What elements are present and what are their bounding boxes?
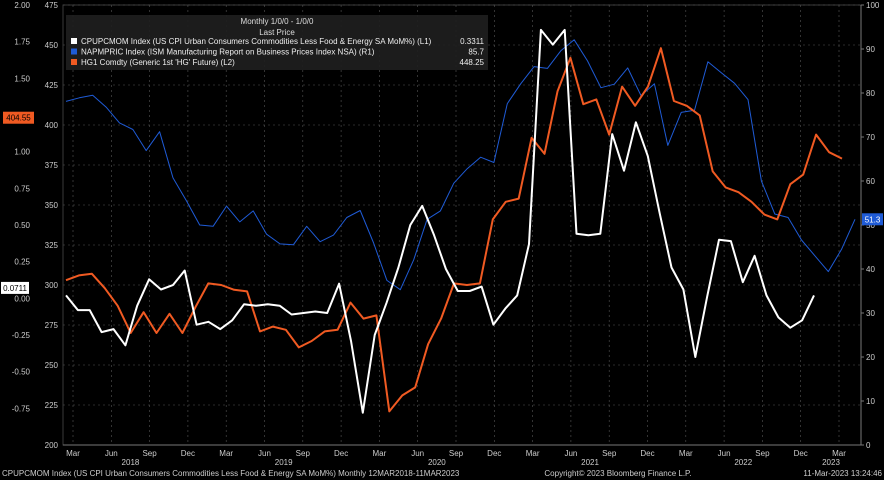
cpupcmom-line	[65, 28, 815, 414]
x-axis: Mar Jun Sep Dec Mar Jun Sep Dec Mar Jun Sep Dec Mar J…	[63, 444, 861, 467]
l1-tick-label: 2.00	[14, 1, 30, 10]
l2-tick-label: 225	[45, 401, 59, 410]
legend-last-value: 448.25	[460, 58, 485, 67]
x-tick-label: Jun	[718, 449, 731, 458]
l1-tick-label: -0.25	[12, 331, 31, 340]
legend-swatch	[71, 48, 77, 55]
r1-tick-label: 40	[866, 265, 875, 274]
l2-tick-label: 350	[45, 201, 59, 210]
l2-last-tag-text: 404.55	[6, 114, 31, 123]
r1-last-tag-text: 51.3	[865, 215, 881, 224]
legend-swatch	[71, 38, 77, 44]
l1-tick-label: 0.75	[14, 184, 30, 193]
legend-last-value: 85.7	[468, 48, 484, 57]
legend-swatch	[71, 59, 77, 65]
r1-tick-label: 50	[866, 221, 875, 230]
l1-last-tag-text: 0.0711	[3, 284, 27, 293]
x-tick-label: Sep	[602, 449, 617, 458]
l1-tick-label: 0.00	[14, 294, 30, 303]
x-year-label: 2020	[428, 458, 446, 467]
legend-box	[66, 15, 488, 70]
legend-last-value: 0.3311	[460, 37, 484, 46]
grid-lines	[62, 4, 862, 446]
l2-tick-label: 475	[45, 1, 59, 10]
r1-tick-label: 80	[866, 89, 875, 98]
l2-tick-label: 250	[45, 361, 59, 370]
l1-tick-label: 1.75	[14, 38, 30, 47]
r1-tick-label: 70	[866, 133, 875, 142]
l1-tick-label: 0.25	[14, 258, 30, 267]
legend-entry: HG1 Comdty (Generic 1st 'HG' Future) (L2…	[81, 58, 235, 67]
l2-tick-label: 375	[45, 161, 59, 170]
r1-tick-label: 10	[866, 397, 875, 406]
l2-tick-label: 450	[45, 41, 59, 50]
legend-entry: NAPMPRIC Index (ISM Manufacturing Report…	[81, 48, 375, 57]
l1-tick-label: -0.50	[12, 368, 31, 377]
x-tick-label: Dec	[487, 449, 501, 458]
l1-last-tag	[1, 281, 29, 294]
x-tick-label: Sep	[142, 449, 157, 458]
l2-tick-label: 400	[45, 121, 59, 130]
x-tick-label: Dec	[794, 449, 808, 458]
x-tick-label: Mar	[66, 449, 80, 458]
legend-title: Monthly 1/0/0 - 1/0/0	[241, 17, 314, 26]
legend-entry: CPUPCMOM Index (US CPI Urban Consumers C…	[81, 37, 432, 46]
x-tick-label: Mar	[526, 449, 540, 458]
x-year-label: 2018	[122, 458, 140, 467]
footer-left: CPUPCMOM Index (US CPI Urban Consumers C…	[2, 469, 460, 478]
footer-timestamp: 11-Mar-2023 13:24:46	[803, 469, 882, 478]
x-tick-label: Jun	[105, 449, 118, 458]
r1-tick-label: 90	[866, 45, 875, 54]
l1-tick-label: -0.75	[12, 404, 31, 413]
x-tick-label: Sep	[449, 449, 464, 458]
r1-tick-label: 20	[866, 353, 875, 362]
plot-area	[65, 28, 856, 414]
x-tick-label: Sep	[755, 449, 770, 458]
x-tick-label: Dec	[640, 449, 654, 458]
x-year-label: 2021	[581, 458, 599, 467]
x-tick-label: Mar	[832, 449, 846, 458]
x-tick-label: Sep	[296, 449, 311, 458]
l2-last-tag	[3, 111, 34, 124]
napmpric-line	[65, 39, 856, 291]
l2-tick-label: 325	[45, 241, 59, 250]
l2-tick-label: 200	[45, 441, 59, 450]
legend-subtitle: Last Price	[259, 28, 295, 37]
r1-tick-label: 100	[866, 1, 880, 10]
l1-axis: 475 450 425 400 375 350 325 300 275 250 225 200	[45, 1, 59, 450]
r1-tick-label: 30	[866, 309, 875, 318]
x-tick-label: Mar	[373, 449, 387, 458]
l2-tick-label: 300	[45, 281, 59, 290]
x-tick-label: Mar	[679, 449, 693, 458]
l2-tick-label: 425	[45, 81, 59, 90]
x-year-label: 2019	[275, 458, 293, 467]
value-tags: 404.55 0.0711 51.3	[1, 111, 883, 294]
x-tick-label: Dec	[181, 449, 195, 458]
x-tick-label: Mar	[219, 449, 233, 458]
x-tick-label: Jun	[564, 449, 577, 458]
r1-tick-label: 0	[866, 441, 871, 450]
footer-copyright: Copyright© 2023 Bloomberg Finance L.P.	[544, 469, 691, 478]
x-year-label: 2023	[822, 458, 840, 467]
legend: Monthly 1/0/0 - 1/0/0 Last PriceCPUPCMOM …	[66, 15, 488, 70]
l1-tick-label: 0.50	[14, 221, 30, 230]
x-tick-label: Jun	[258, 449, 271, 458]
x-tick-label: Dec	[334, 449, 348, 458]
l1-tick-label: 1.00	[14, 148, 30, 157]
x-tick-label: Jun	[411, 449, 424, 458]
r1-last-tag	[862, 213, 883, 226]
l2-tick-label: 275	[45, 321, 59, 330]
x-year-label: 2022	[734, 458, 752, 467]
l1-tick-label: 1.50	[14, 74, 30, 83]
footer: CPUPCMOM Index (US CPI Urban Consumers C…	[2, 469, 883, 478]
r1-tick-label: 60	[866, 177, 875, 186]
